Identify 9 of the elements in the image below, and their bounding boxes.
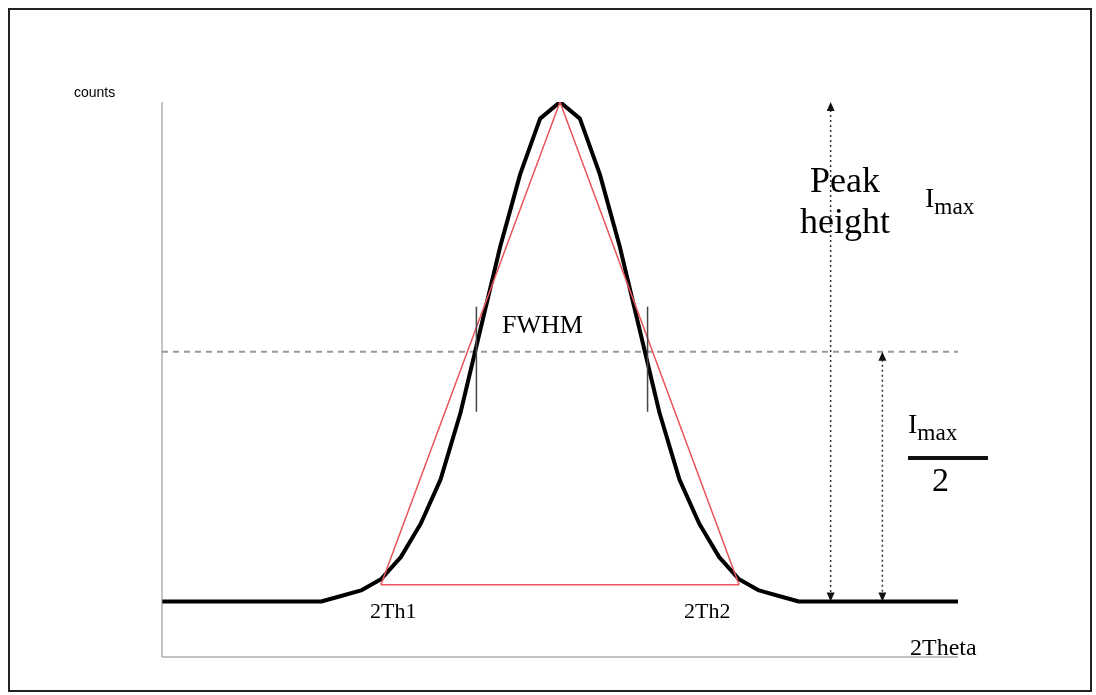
annotation: 2Th1 (370, 598, 417, 624)
annotation: I$_{max}$ (925, 182, 975, 220)
annotation: 2Th2 (684, 598, 731, 624)
y-axis-title: counts (74, 84, 116, 100)
annotation: Peak height (799, 160, 891, 243)
annotation: FWHM (502, 310, 583, 340)
annotation: 2 (932, 460, 949, 500)
annotation: I$_{max}$ (908, 408, 958, 446)
x-axis-title: 2Theta (910, 634, 977, 661)
